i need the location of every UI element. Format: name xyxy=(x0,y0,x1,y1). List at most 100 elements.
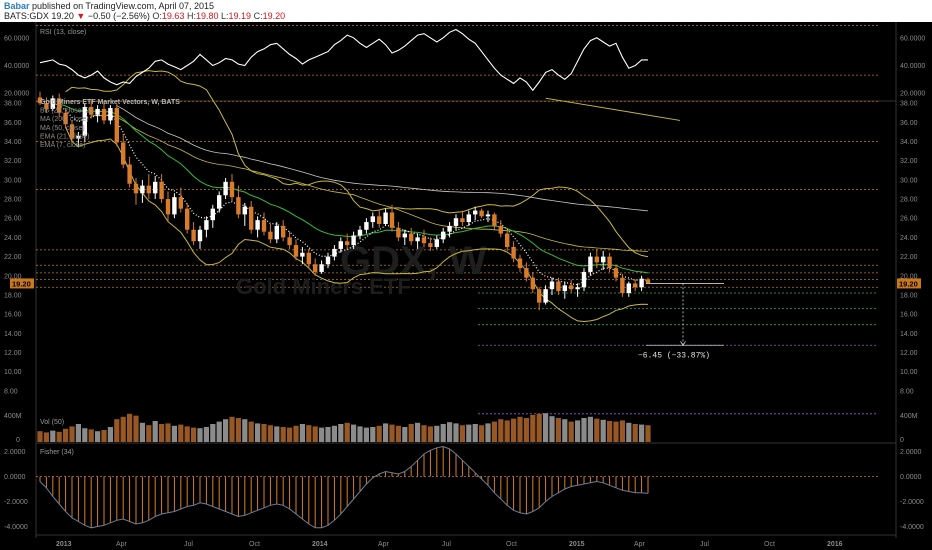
volume-bar xyxy=(498,419,504,442)
fisher-pane[interactable]: Fisher (34) xyxy=(39,445,649,529)
rsi-axis-left-tick: 40.0000 xyxy=(4,63,29,70)
fisher-title[interactable]: Fisher (34) xyxy=(40,449,74,456)
candle-body xyxy=(377,216,382,224)
candle-body xyxy=(255,220,260,230)
volume-bar xyxy=(549,416,555,442)
candle-body xyxy=(479,210,484,217)
measure-arrow-icon xyxy=(680,341,686,347)
price-axis-left-tick: 26.00 xyxy=(4,216,22,223)
high-label: H: xyxy=(186,11,196,21)
candle-body xyxy=(498,225,503,234)
axis-labels: 38.00 38.00 36.00 36.00 34.00 34.00 32.00 32.00… xyxy=(4,35,925,548)
time-axis-tick: Jul xyxy=(700,541,709,548)
legend-entry: Gold Miners ETF Market Vectors, W, BATS xyxy=(40,99,180,106)
rsi-title[interactable]: RSI (13, close) xyxy=(40,29,86,36)
candle-body xyxy=(101,108,107,121)
volume-axis-right-tick: 400M xyxy=(900,413,918,420)
candle-body xyxy=(517,258,523,269)
price-axis-right-tick: 38.00 xyxy=(900,101,918,108)
price-axis-right-tick: 12.00 xyxy=(900,350,918,357)
fisher-axis-left-tick: -2.0000 xyxy=(4,499,28,506)
bollinger-upper-line xyxy=(65,70,649,258)
candle-body xyxy=(229,181,235,198)
volume-bar xyxy=(581,418,587,442)
volume-bar xyxy=(376,425,382,442)
volume-bar xyxy=(331,425,337,442)
indicator-legend[interactable]: Gold Miners ETF Market Vectors, W, BATS B… xyxy=(40,99,180,149)
volume-bar xyxy=(43,432,49,442)
volume-bar xyxy=(306,425,312,442)
candlestick-series[interactable] xyxy=(37,91,651,311)
candle-body xyxy=(441,231,446,240)
low-label: L: xyxy=(221,11,229,21)
candle-body xyxy=(505,233,510,247)
candle-body xyxy=(268,231,273,240)
volume-bar xyxy=(517,416,523,442)
candle-body xyxy=(569,285,574,290)
volume-bar xyxy=(293,425,299,442)
author-name[interactable]: Babar xyxy=(4,1,30,11)
time-axis-tick: 2016 xyxy=(827,541,843,548)
volume-bar xyxy=(415,422,421,442)
candle-body xyxy=(242,206,247,215)
candle-body xyxy=(37,97,43,104)
candle-body xyxy=(191,229,196,242)
volume-bar xyxy=(543,413,549,442)
candle-body xyxy=(434,239,439,247)
horizontal-levels[interactable] xyxy=(36,24,878,477)
volume-bar xyxy=(210,424,216,442)
volume-bar xyxy=(152,421,158,442)
candle-body xyxy=(357,229,363,236)
measure-tool[interactable]: −6.45 (−33.87%) xyxy=(638,283,724,360)
volume-bar xyxy=(146,425,152,442)
price-axis-right-tick: 34.00 xyxy=(900,139,918,146)
volume-bar xyxy=(421,425,427,442)
close-label: C: xyxy=(253,11,263,21)
price-change: −0.50 (−2.56%) xyxy=(87,11,150,21)
volume-bar xyxy=(555,418,561,442)
candle-body xyxy=(338,241,343,249)
candle-body xyxy=(114,107,119,143)
volume-bar xyxy=(75,424,81,442)
publish-line: Babar published on TradingView.com, Apri… xyxy=(4,1,214,11)
price-tag-left xyxy=(10,278,34,289)
watermark: GDX, W Gold Miners ETF xyxy=(236,239,487,299)
symbol-label[interactable]: BATS:GDX xyxy=(4,11,49,21)
candle-body xyxy=(197,229,203,242)
legend-entry: EMA (7, close) xyxy=(40,142,86,149)
volume-bar xyxy=(69,426,75,442)
rsi-pane[interactable]: RSI (13, close) xyxy=(39,28,681,121)
volume-title[interactable]: Vol (50) xyxy=(40,419,64,426)
volume-axis-right-tick: 0 xyxy=(900,437,904,444)
volume-bar xyxy=(255,423,261,442)
candle-body xyxy=(261,220,267,232)
volume-bar xyxy=(447,422,453,442)
legend-entry: BB (20, close, 2) xyxy=(40,108,92,115)
volume-bar xyxy=(485,423,491,442)
candle-body xyxy=(549,281,555,290)
candle-body xyxy=(127,164,132,184)
candle-body xyxy=(588,256,593,272)
high-value: 19.80 xyxy=(195,11,219,21)
candle-body xyxy=(57,98,62,113)
price-axis-left-tick: 12.00 xyxy=(4,350,22,357)
legend-entry: MA (50, close) xyxy=(40,125,85,132)
candle-body xyxy=(319,264,324,272)
volume-pane[interactable]: Vol (50) xyxy=(37,413,651,442)
candle-body xyxy=(159,181,164,200)
candle-body xyxy=(409,233,414,242)
time-axis-tick: Oct xyxy=(764,541,775,548)
time-axis-tick: 2013 xyxy=(56,541,72,548)
price-tag-right-text: 19.20 xyxy=(899,279,918,288)
price-axis-left-tick: 14.00 xyxy=(4,331,22,338)
price-axis-left-tick: 28.00 xyxy=(4,197,22,204)
volume-bar xyxy=(587,416,593,442)
volume-bar xyxy=(274,426,280,442)
volume-bar xyxy=(594,418,600,442)
chart-canvas[interactable]: 38.00 38.00 36.00 36.00 34.00 34.00 32.00 32.00… xyxy=(0,22,932,550)
candle-body xyxy=(89,107,94,115)
candle-body xyxy=(556,281,561,292)
volume-bar xyxy=(133,415,139,442)
published-text: published on TradingView.com, April 07, … xyxy=(32,1,214,11)
candle-body xyxy=(575,287,580,290)
